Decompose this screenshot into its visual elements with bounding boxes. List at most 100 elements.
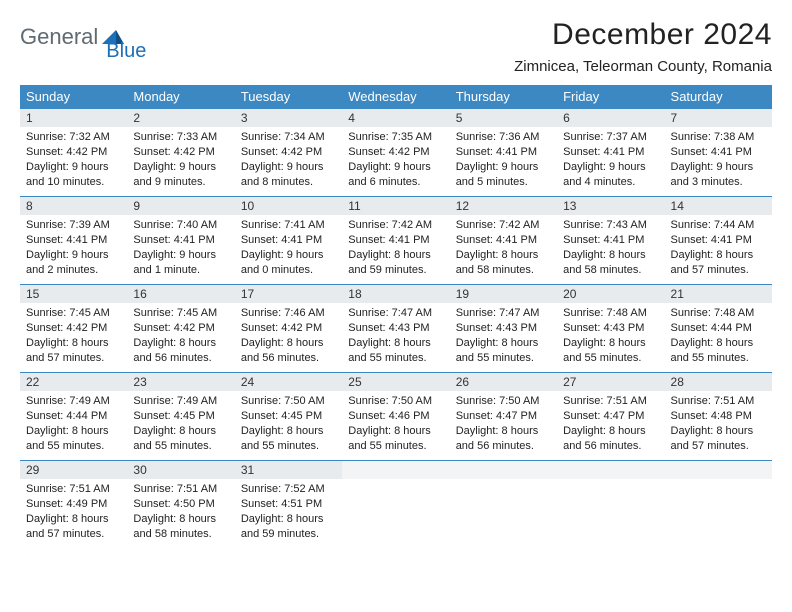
day-number: 25 [342,373,449,391]
sunrise-text: Sunrise: 7:35 AM [348,130,443,145]
daylight-text: Daylight: 8 hours and 59 minutes. [241,512,336,542]
calendar-cell: 10Sunrise: 7:41 AMSunset: 4:41 PMDayligh… [235,197,342,285]
weekday-header: Saturday [665,85,772,109]
sunset-text: Sunset: 4:43 PM [563,321,658,336]
daylight-text: Daylight: 8 hours and 55 minutes. [348,424,443,454]
daylight-text: Daylight: 8 hours and 57 minutes. [26,512,121,542]
daylight-text: Daylight: 8 hours and 56 minutes. [563,424,658,454]
day-number-empty [342,461,449,479]
sunrise-text: Sunrise: 7:33 AM [133,130,228,145]
daylight-text: Daylight: 8 hours and 56 minutes. [241,336,336,366]
day-number-empty [450,461,557,479]
sunrise-text: Sunrise: 7:51 AM [563,394,658,409]
sunset-text: Sunset: 4:41 PM [563,233,658,248]
day-number-empty [665,461,772,479]
daylight-text: Daylight: 8 hours and 58 minutes. [456,248,551,278]
sunrise-text: Sunrise: 7:41 AM [241,218,336,233]
sunset-text: Sunset: 4:50 PM [133,497,228,512]
day-details: Sunrise: 7:50 AMSunset: 4:47 PMDaylight:… [450,391,557,457]
sunset-text: Sunset: 4:44 PM [26,409,121,424]
sunrise-text: Sunrise: 7:32 AM [26,130,121,145]
day-details: Sunrise: 7:43 AMSunset: 4:41 PMDaylight:… [557,215,664,281]
calendar-cell: 3Sunrise: 7:34 AMSunset: 4:42 PMDaylight… [235,109,342,197]
sunset-text: Sunset: 4:42 PM [133,321,228,336]
daylight-text: Daylight: 8 hours and 58 minutes. [133,512,228,542]
calendar-cell: 15Sunrise: 7:45 AMSunset: 4:42 PMDayligh… [20,285,127,373]
calendar-row: 1Sunrise: 7:32 AMSunset: 4:42 PMDaylight… [20,109,772,197]
calendar-cell: 19Sunrise: 7:47 AMSunset: 4:43 PMDayligh… [450,285,557,373]
day-details: Sunrise: 7:42 AMSunset: 4:41 PMDaylight:… [450,215,557,281]
sunrise-text: Sunrise: 7:36 AM [456,130,551,145]
day-number: 24 [235,373,342,391]
sunset-text: Sunset: 4:41 PM [671,145,766,160]
calendar-cell: 24Sunrise: 7:50 AMSunset: 4:45 PMDayligh… [235,373,342,461]
calendar-cell: 11Sunrise: 7:42 AMSunset: 4:41 PMDayligh… [342,197,449,285]
sunset-text: Sunset: 4:48 PM [671,409,766,424]
daylight-text: Daylight: 9 hours and 2 minutes. [26,248,121,278]
sunset-text: Sunset: 4:47 PM [563,409,658,424]
day-details: Sunrise: 7:45 AMSunset: 4:42 PMDaylight:… [127,303,234,369]
calendar-body: 1Sunrise: 7:32 AMSunset: 4:42 PMDaylight… [20,109,772,549]
day-details: Sunrise: 7:47 AMSunset: 4:43 PMDaylight:… [342,303,449,369]
day-number: 27 [557,373,664,391]
sunrise-text: Sunrise: 7:42 AM [456,218,551,233]
day-number: 3 [235,109,342,127]
header: General Blue December 2024 Zimnicea, Tel… [20,18,772,75]
day-number: 30 [127,461,234,479]
day-details: Sunrise: 7:39 AMSunset: 4:41 PMDaylight:… [20,215,127,281]
logo: General Blue [20,18,166,50]
day-details: Sunrise: 7:45 AMSunset: 4:42 PMDaylight:… [20,303,127,369]
calendar-cell: 30Sunrise: 7:51 AMSunset: 4:50 PMDayligh… [127,461,234,549]
day-number: 12 [450,197,557,215]
calendar-cell [557,461,664,549]
daylight-text: Daylight: 9 hours and 0 minutes. [241,248,336,278]
sunrise-text: Sunrise: 7:51 AM [26,482,121,497]
calendar-cell: 4Sunrise: 7:35 AMSunset: 4:42 PMDaylight… [342,109,449,197]
daylight-text: Daylight: 9 hours and 8 minutes. [241,160,336,190]
day-details: Sunrise: 7:50 AMSunset: 4:46 PMDaylight:… [342,391,449,457]
calendar-cell: 23Sunrise: 7:49 AMSunset: 4:45 PMDayligh… [127,373,234,461]
day-details: Sunrise: 7:50 AMSunset: 4:45 PMDaylight:… [235,391,342,457]
sunrise-text: Sunrise: 7:49 AM [26,394,121,409]
daylight-text: Daylight: 9 hours and 5 minutes. [456,160,551,190]
sunrise-text: Sunrise: 7:44 AM [671,218,766,233]
weekday-header: Tuesday [235,85,342,109]
day-number: 20 [557,285,664,303]
sunrise-text: Sunrise: 7:47 AM [456,306,551,321]
sunrise-text: Sunrise: 7:50 AM [456,394,551,409]
daylight-text: Daylight: 8 hours and 57 minutes. [26,336,121,366]
sunset-text: Sunset: 4:41 PM [241,233,336,248]
sunrise-text: Sunrise: 7:50 AM [348,394,443,409]
sunrise-text: Sunrise: 7:49 AM [133,394,228,409]
day-details: Sunrise: 7:51 AMSunset: 4:50 PMDaylight:… [127,479,234,545]
calendar-cell: 13Sunrise: 7:43 AMSunset: 4:41 PMDayligh… [557,197,664,285]
daylight-text: Daylight: 8 hours and 59 minutes. [348,248,443,278]
day-details: Sunrise: 7:40 AMSunset: 4:41 PMDaylight:… [127,215,234,281]
daylight-text: Daylight: 8 hours and 58 minutes. [563,248,658,278]
daylight-text: Daylight: 9 hours and 6 minutes. [348,160,443,190]
day-number: 13 [557,197,664,215]
sunrise-text: Sunrise: 7:46 AM [241,306,336,321]
calendar-cell: 26Sunrise: 7:50 AMSunset: 4:47 PMDayligh… [450,373,557,461]
day-details: Sunrise: 7:48 AMSunset: 4:43 PMDaylight:… [557,303,664,369]
weekday-header: Wednesday [342,85,449,109]
sunrise-text: Sunrise: 7:39 AM [26,218,121,233]
day-number: 21 [665,285,772,303]
calendar-table: Sunday Monday Tuesday Wednesday Thursday… [20,85,772,549]
calendar-row: 15Sunrise: 7:45 AMSunset: 4:42 PMDayligh… [20,285,772,373]
day-number: 4 [342,109,449,127]
sunrise-text: Sunrise: 7:51 AM [133,482,228,497]
sunrise-text: Sunrise: 7:34 AM [241,130,336,145]
day-details: Sunrise: 7:46 AMSunset: 4:42 PMDaylight:… [235,303,342,369]
sunset-text: Sunset: 4:42 PM [241,321,336,336]
day-number: 7 [665,109,772,127]
sunrise-text: Sunrise: 7:51 AM [671,394,766,409]
sunset-text: Sunset: 4:41 PM [456,145,551,160]
day-details: Sunrise: 7:37 AMSunset: 4:41 PMDaylight:… [557,127,664,193]
day-number: 2 [127,109,234,127]
day-number: 29 [20,461,127,479]
sunset-text: Sunset: 4:41 PM [133,233,228,248]
daylight-text: Daylight: 8 hours and 55 minutes. [26,424,121,454]
sunset-text: Sunset: 4:51 PM [241,497,336,512]
calendar-row: 29Sunrise: 7:51 AMSunset: 4:49 PMDayligh… [20,461,772,549]
